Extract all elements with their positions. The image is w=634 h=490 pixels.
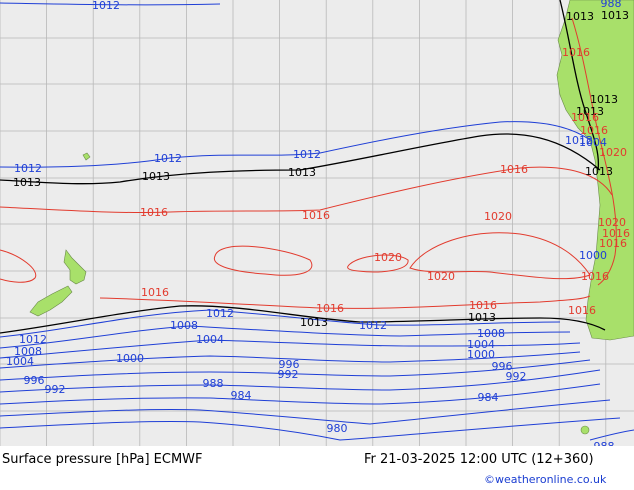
isobar-label-1013: 1013: [585, 165, 613, 178]
1013-isobars: [0, 0, 606, 334]
isobar-label-1000: 1000: [467, 348, 495, 361]
isobar-label-1013: 1013: [288, 166, 316, 179]
isobar-label-984: 984: [478, 391, 499, 404]
isobar-label-1004: 1004: [579, 136, 607, 149]
new-zealand-south-island: [29, 285, 73, 317]
island-group: [82, 152, 91, 161]
isobar-label-1004: 1004: [6, 355, 34, 368]
isobar-label-1004: 1004: [196, 333, 224, 346]
isobar-label-1013: 1013: [142, 170, 170, 183]
isobar-label-1012: 1012: [293, 148, 321, 161]
isobar-label-984: 984: [231, 389, 252, 402]
isobar-label-1016: 1016: [140, 206, 168, 219]
isobar-label-1013: 1013: [566, 10, 594, 23]
isobar-label-1016: 1016: [562, 46, 590, 59]
isobar-label-1020: 1020: [599, 146, 627, 159]
isobar-label-1016: 1016: [602, 227, 630, 240]
isobar-label-1020: 1020: [374, 251, 402, 264]
isobar-label-1004: 1004: [467, 338, 495, 351]
isobar-label-1013: 1013: [601, 9, 629, 22]
isobar-label-1000: 1000: [579, 249, 607, 262]
isobar-label-996: 996: [24, 374, 45, 387]
isobar-label-1016: 1016: [316, 302, 344, 315]
map-title: Surface pressure [hPa] ECMWF: [2, 452, 203, 467]
low-pressure-isobars: [0, 2, 634, 441]
credit-link[interactable]: ©weatheronline.co.uk: [484, 473, 607, 486]
isobar-label-1012: 1012: [206, 307, 234, 320]
isobar-label-1016: 1016: [599, 237, 627, 250]
isobar-label-1016: 1016: [141, 286, 169, 299]
isobar-label-1016: 1016: [568, 304, 596, 317]
isobar-label-1013: 1013: [300, 316, 328, 329]
ocean-background: [0, 0, 634, 446]
isobar-label-992: 992: [45, 383, 66, 396]
isobar-label-1008: 1008: [170, 319, 198, 332]
isobar-label-1000: 1000: [116, 352, 144, 365]
isobar-label-988: 988: [203, 377, 224, 390]
isobar-label-1013: 1013: [13, 176, 41, 189]
isobar-label-1016: 1016: [571, 111, 599, 124]
isobar-label-1012: 1012: [14, 162, 42, 175]
isobar-label-1016: 1016: [469, 299, 497, 312]
isobar-label-1012: 1012: [359, 319, 387, 332]
isobar-label-1012: 1012: [92, 0, 120, 12]
isobar-label-1016: 1016: [581, 270, 609, 283]
small-island: [580, 425, 590, 435]
isobar-label-1012: 1012: [565, 134, 593, 147]
isobar-label-988: 988: [601, 0, 622, 10]
isobar-label-1013: 1013: [576, 105, 604, 118]
isobar-label-1020: 1020: [484, 210, 512, 223]
valid-time: Fr 21-03-2025 12:00 UTC (12+360): [364, 452, 594, 467]
high-pressure-isobars: [0, 17, 617, 309]
new-zealand-north-island: [63, 249, 87, 285]
isobar-label-992: 992: [278, 368, 299, 381]
isobar-label-1013: 1013: [590, 93, 618, 106]
isobar-label-1012: 1012: [19, 333, 47, 346]
isobar-label-1008: 1008: [14, 345, 42, 358]
isobar-label-1012: 1012: [154, 152, 182, 165]
isobar-label-1016: 1016: [302, 209, 330, 222]
isobar-label-1008: 1008: [477, 327, 505, 340]
isobar-label-996: 996: [492, 360, 513, 373]
isobar-label-992: 992: [506, 370, 527, 383]
isobar-label-1020: 1020: [598, 216, 626, 229]
isobar-label-1013: 1013: [468, 311, 496, 324]
isobar-label-1016: 1016: [580, 124, 608, 137]
footer-band: [0, 446, 634, 490]
isobar-label-996: 996: [279, 358, 300, 371]
isobar-label-1020: 1020: [427, 270, 455, 283]
isobar-label-980: 980: [327, 422, 348, 435]
isobar-label-1016: 1016: [500, 163, 528, 176]
